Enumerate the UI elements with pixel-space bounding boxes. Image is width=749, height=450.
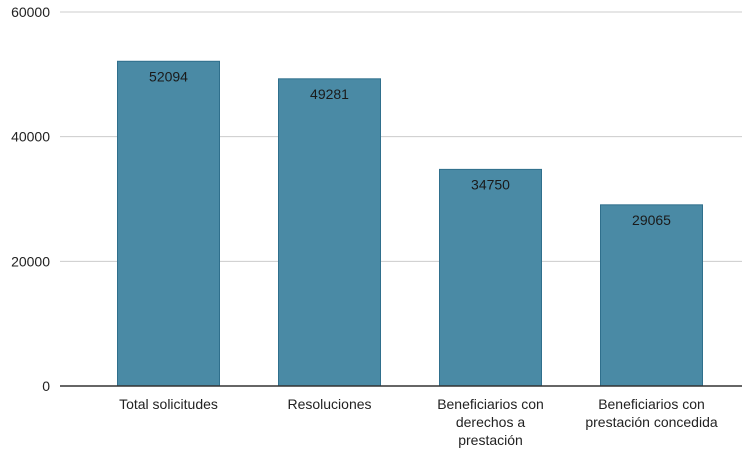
category-label-line: Beneficiarios con (437, 396, 544, 412)
y-tick-label: 0 (42, 378, 50, 394)
category-labels: Total solicitudes Resoluciones Beneficiari… (119, 396, 718, 448)
category-label-line: prestación (458, 432, 523, 448)
bar (278, 78, 381, 387)
data-label: 49281 (310, 86, 349, 102)
category-label-line: derechos a (456, 414, 525, 430)
bar (117, 60, 220, 387)
category-label: Beneficiarios con derechos a prestación (437, 396, 544, 448)
y-tick-label: 20000 (11, 253, 50, 269)
bar (600, 204, 703, 387)
y-tick-label: 40000 (11, 129, 50, 145)
category-label: Beneficiarios con prestación concedida (585, 396, 718, 430)
data-label: 52094 (149, 68, 188, 84)
data-label: 29065 (632, 212, 671, 228)
bar (439, 168, 542, 387)
category-label-line: prestación concedida (585, 414, 718, 430)
category-label-line: Resoluciones (287, 396, 371, 412)
data-label: 34750 (471, 176, 510, 192)
category-label: Resoluciones (287, 396, 371, 412)
category-label-line: Beneficiarios con (598, 396, 705, 412)
y-tick-label: 60000 (11, 4, 50, 20)
bars (117, 60, 703, 387)
category-label: Total solicitudes (119, 396, 218, 412)
data-labels: 52094 49281 34750 29065 (149, 68, 671, 228)
y-axis-ticks: 0 20000 40000 60000 (11, 4, 50, 394)
category-label-line: Total solicitudes (119, 396, 218, 412)
